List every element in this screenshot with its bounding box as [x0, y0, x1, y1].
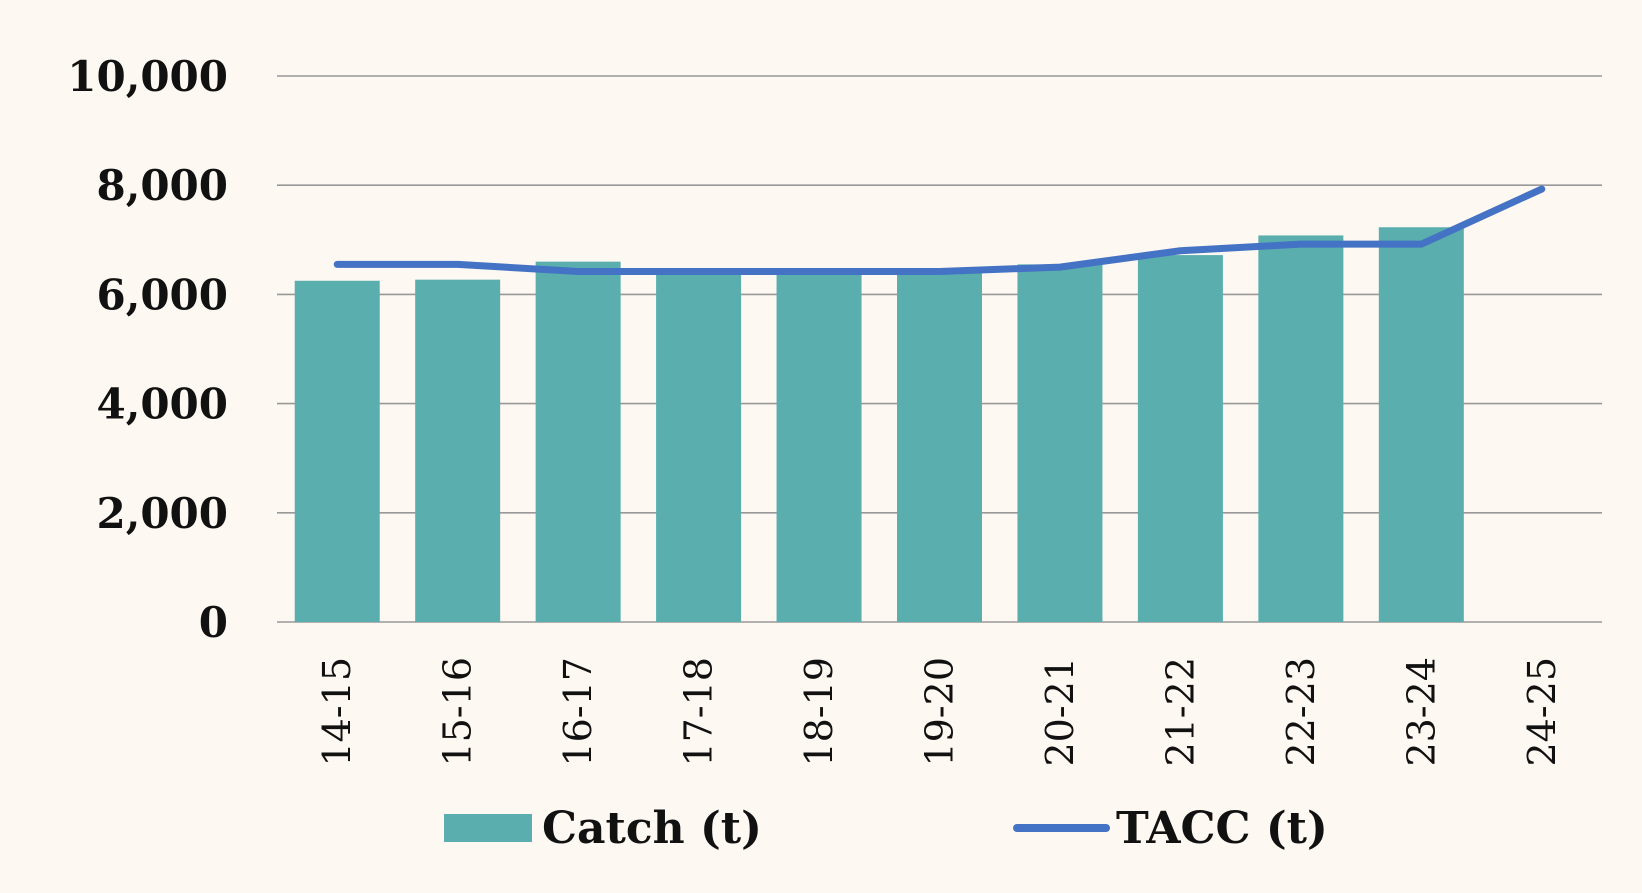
y-tick-label: 10,000: [67, 52, 228, 101]
x-tick-label: 20-21: [1038, 657, 1082, 767]
catch-bar: [294, 280, 380, 622]
x-tick-label: 24-25: [1520, 657, 1564, 767]
tacc-line-layer: [333, 185, 1546, 275]
x-tick-label: 19-20: [918, 657, 962, 767]
y-tick-label: 0: [199, 598, 228, 647]
catch-bar: [1378, 227, 1464, 622]
y-axis-tick-labels: 0 2,000 4,000 6,000 8,000 10,000: [67, 52, 228, 647]
x-tick-label: 23-24: [1399, 657, 1443, 767]
catch-bar: [535, 261, 621, 622]
y-tick-label: 4,000: [96, 380, 228, 429]
catch-bar: [776, 269, 862, 622]
legend: Catch (t) TACC (t): [444, 803, 1328, 854]
catch-bar: [1137, 255, 1223, 622]
x-tick-label: 16-17: [556, 657, 600, 767]
x-tick-label: 17-18: [677, 657, 721, 767]
x-tick-label: 15-16: [436, 657, 480, 767]
catch-bar: [656, 269, 742, 622]
y-tick-label: 8,000: [96, 161, 228, 210]
tacc-line: [333, 185, 1546, 275]
x-tick-label: 21-22: [1158, 657, 1202, 767]
catch-bar: [1258, 235, 1344, 622]
catch-bar: [1017, 264, 1103, 622]
legend-catch-label: Catch (t): [542, 803, 762, 854]
y-tick-label: 6,000: [96, 270, 228, 319]
legend-tacc-label: TACC (t): [1116, 803, 1328, 854]
catch-bar: [415, 279, 501, 622]
catch-bar: [897, 272, 982, 622]
x-tick-label: 14-15: [315, 657, 359, 767]
x-axis-tick-labels: 14-15 15-16 16-17 17-18 18-19 19-20 20-21 21-22…: [315, 657, 1564, 767]
catch-bars: [294, 227, 1464, 622]
x-tick-label: 18-19: [797, 657, 841, 767]
y-tick-label: 2,000: [96, 489, 228, 538]
legend-catch-swatch: [444, 814, 532, 842]
x-tick-label: 22-23: [1279, 657, 1323, 767]
